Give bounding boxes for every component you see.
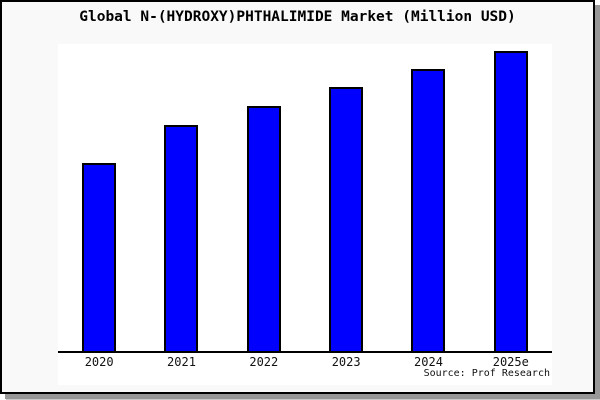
bar-slot-2025e xyxy=(470,44,552,351)
bar-slot-2024 xyxy=(387,44,469,351)
bar-2025e xyxy=(493,51,528,351)
x-tick-label-2022: 2022 xyxy=(249,355,279,369)
chart-title: Global N-(HYDROXY)PHTHALIMIDE Market (Mi… xyxy=(79,9,516,25)
source-credit: Source: Prof Research xyxy=(423,368,550,379)
bar-slot-2021 xyxy=(140,44,222,351)
x-axis-labels: 2020 2021 2022 2023 2024 2025e xyxy=(58,355,552,369)
plot-area xyxy=(58,44,552,351)
bar-2021 xyxy=(164,125,199,351)
chart-card: Global N-(HYDROXY)PHTHALIMIDE Market (Mi… xyxy=(0,0,595,394)
bar-2022 xyxy=(246,106,281,351)
bar-slot-2023 xyxy=(305,44,387,351)
x-tick-label-2025e: 2025e xyxy=(492,355,529,369)
x-tick-label-2023: 2023 xyxy=(331,355,361,369)
bar-slot-2020 xyxy=(58,44,140,351)
x-axis-line xyxy=(58,351,552,353)
x-tick-label-2020: 2020 xyxy=(84,355,114,369)
x-tick-label-2021: 2021 xyxy=(167,355,196,369)
bar-2024 xyxy=(411,69,446,351)
bar-slot-2022 xyxy=(223,44,305,351)
bar-2020 xyxy=(82,163,117,351)
x-tick-label-2024: 2024 xyxy=(414,355,443,369)
chart-figure: 2020 2021 2022 2023 2024 2025e Source: Prof R… xyxy=(58,44,552,385)
bar-2023 xyxy=(329,87,364,351)
